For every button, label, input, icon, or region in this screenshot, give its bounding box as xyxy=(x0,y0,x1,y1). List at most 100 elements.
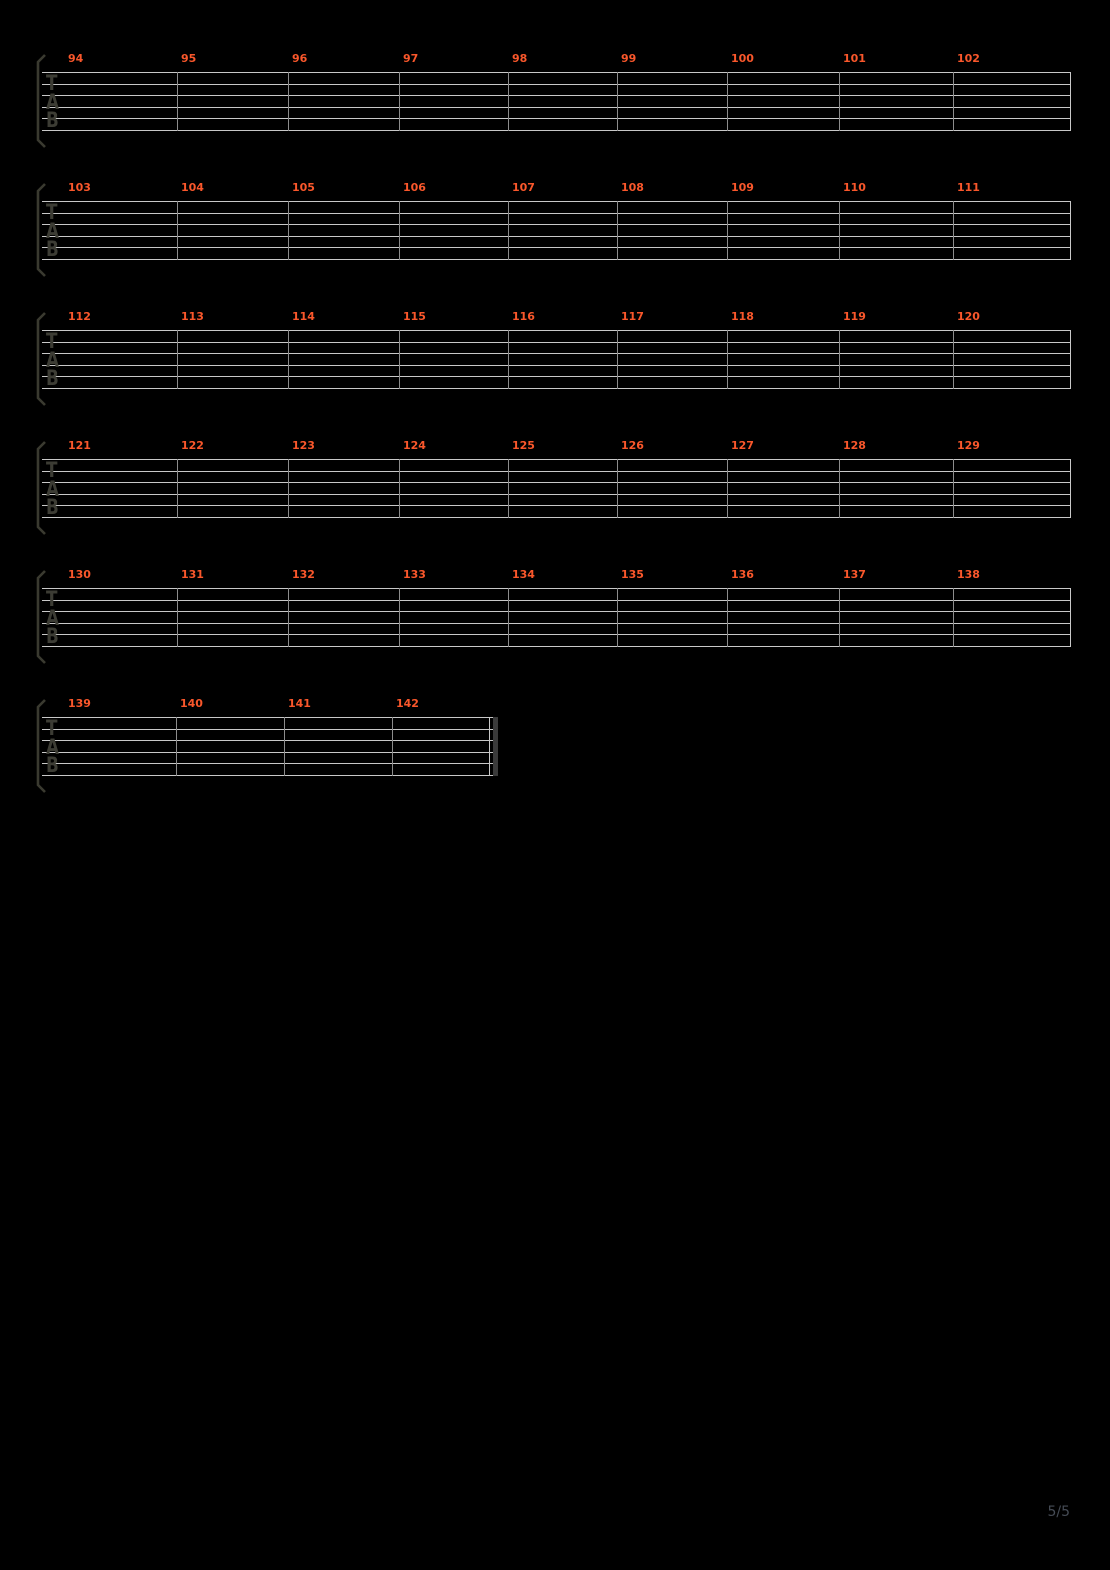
tab-staff[interactable] xyxy=(42,72,1071,131)
final-thick-barline xyxy=(493,717,498,776)
staff-line xyxy=(42,224,1071,225)
measure-number: 135 xyxy=(621,568,644,581)
barline xyxy=(953,201,954,260)
barline xyxy=(508,330,509,389)
measure-number: 96 xyxy=(292,52,308,65)
tab-clef-letter: B xyxy=(46,495,59,520)
barline xyxy=(953,330,954,389)
barline xyxy=(284,717,285,776)
staff-line xyxy=(42,259,1071,260)
barline xyxy=(727,72,728,131)
tab-clef-letter: A xyxy=(46,605,60,630)
barline xyxy=(508,201,509,260)
measure-number: 134 xyxy=(512,568,535,581)
barline xyxy=(399,330,400,389)
measure-number: 124 xyxy=(403,439,426,452)
barline xyxy=(399,588,400,647)
system-end-barline xyxy=(1070,330,1071,389)
staff-line xyxy=(42,611,1071,612)
barline xyxy=(508,588,509,647)
measure-number: 111 xyxy=(957,181,980,194)
barline xyxy=(177,72,178,131)
staff-line xyxy=(42,729,498,730)
tab-clef-letter: T xyxy=(46,329,58,353)
measure-number: 123 xyxy=(292,439,315,452)
tab-staff[interactable] xyxy=(42,588,1071,647)
staff-line xyxy=(42,84,1071,85)
measure-number: 112 xyxy=(68,310,91,323)
tab-staff[interactable] xyxy=(42,459,1071,518)
system-bracket xyxy=(36,570,46,664)
tab-staff[interactable] xyxy=(42,717,498,776)
staff-line xyxy=(42,775,498,776)
barline xyxy=(839,201,840,260)
measure-number: 117 xyxy=(621,310,644,323)
staff-line xyxy=(42,505,1071,506)
measure-number: 95 xyxy=(181,52,197,65)
staff-line xyxy=(42,763,498,764)
measure-number: 106 xyxy=(403,181,426,194)
barline xyxy=(953,459,954,518)
measure-number: 116 xyxy=(512,310,535,323)
staff-line xyxy=(42,130,1071,131)
barline xyxy=(617,459,618,518)
barline xyxy=(839,459,840,518)
barline xyxy=(617,330,618,389)
barline xyxy=(399,459,400,518)
measure-number: 104 xyxy=(181,181,204,194)
barline xyxy=(288,201,289,260)
barline xyxy=(508,72,509,131)
system-bracket xyxy=(36,312,46,406)
measure-number: 142 xyxy=(396,697,419,710)
tab-clef-letter: A xyxy=(46,347,60,372)
barline xyxy=(177,201,178,260)
staff-line xyxy=(42,623,1071,624)
measure-number: 103 xyxy=(68,181,91,194)
measure-number: 119 xyxy=(843,310,866,323)
staff-line xyxy=(42,634,1071,635)
measure-number: 131 xyxy=(181,568,204,581)
staff-line xyxy=(42,588,1071,589)
tab-clef-letter: B xyxy=(46,108,59,133)
staff-line xyxy=(42,213,1071,214)
barline xyxy=(508,459,509,518)
measure-number: 107 xyxy=(512,181,535,194)
staff-line xyxy=(42,740,498,741)
system-bracket xyxy=(36,441,46,535)
tab-clef-letter: T xyxy=(46,71,58,95)
measure-number: 138 xyxy=(957,568,980,581)
staff-line xyxy=(42,342,1071,343)
barline xyxy=(177,330,178,389)
measure-number: 126 xyxy=(621,439,644,452)
tab-clef-letter: A xyxy=(46,734,60,759)
staff-line xyxy=(42,72,1071,73)
barline xyxy=(727,459,728,518)
tab-staff[interactable] xyxy=(42,201,1071,260)
measure-number: 113 xyxy=(181,310,204,323)
barline xyxy=(727,330,728,389)
barline xyxy=(392,717,393,776)
measure-number: 128 xyxy=(843,439,866,452)
tab-clef-letter: T xyxy=(46,716,58,740)
measure-number: 139 xyxy=(68,697,91,710)
measure-number: 99 xyxy=(621,52,637,65)
tab-staff[interactable] xyxy=(42,330,1071,389)
barline xyxy=(177,588,178,647)
measure-number: 118 xyxy=(731,310,754,323)
tab-clef-letter: A xyxy=(46,218,60,243)
staff-line xyxy=(42,107,1071,108)
tab-clef-letter: B xyxy=(46,366,59,391)
measure-number: 121 xyxy=(68,439,91,452)
system-bracket xyxy=(36,699,46,793)
tab-clef-letter: T xyxy=(46,458,58,482)
staff-line xyxy=(42,201,1071,202)
measure-number: 122 xyxy=(181,439,204,452)
staff-line xyxy=(42,376,1071,377)
measure-number: 132 xyxy=(292,568,315,581)
measure-number: 98 xyxy=(512,52,528,65)
